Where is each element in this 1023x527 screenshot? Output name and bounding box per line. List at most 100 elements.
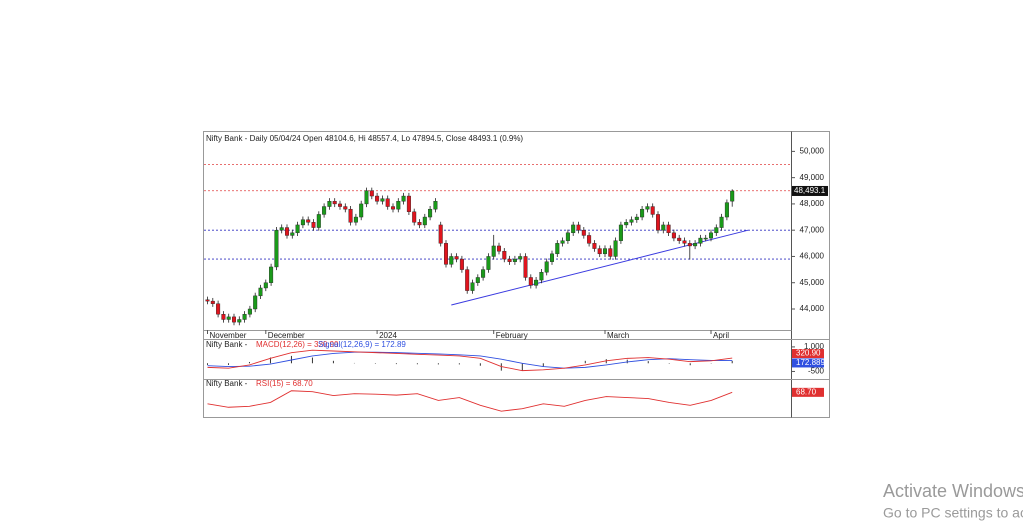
candle-body: [417, 222, 422, 226]
candle-body: [428, 208, 433, 218]
candle-body: [560, 240, 565, 244]
x-tick-label: March: [607, 331, 629, 340]
candle-body: [687, 243, 692, 247]
price-label-bg: [792, 185, 828, 196]
candle-body: [216, 303, 221, 315]
signal-value: 172.889: [796, 358, 825, 367]
legend-prefix: Nifty Bank -: [206, 340, 248, 349]
candle-body: [279, 227, 284, 231]
rsi-value: 68.70: [796, 387, 817, 396]
candle-body: [671, 232, 676, 239]
macd-line: [207, 349, 733, 372]
legend-rsi: RSI(15) = 68.70: [256, 379, 313, 388]
macd-value-bg: [792, 349, 824, 359]
legend-macd: MACD(12,26) = 320.90: [256, 340, 339, 349]
candle-body: [523, 256, 528, 278]
candle-body: [396, 201, 401, 210]
candle-body: [226, 316, 231, 320]
y-tick-label: 1,000: [804, 342, 825, 351]
candle-body: [359, 203, 364, 218]
candle-body: [306, 219, 311, 223]
candle-body: [709, 232, 714, 239]
candle-body: [412, 211, 417, 223]
candle-body: [629, 219, 634, 223]
rsi-line: [207, 390, 733, 412]
candle-body: [507, 258, 512, 262]
candle-body: [518, 256, 523, 260]
candle-body: [343, 206, 348, 210]
candle-body: [221, 314, 226, 320]
candle-body: [581, 229, 586, 236]
candle-body: [719, 216, 724, 228]
candle-body: [491, 245, 496, 257]
candle-body: [391, 206, 396, 210]
candle-body: [661, 224, 666, 231]
candle-body: [703, 237, 708, 240]
candle-body: [369, 190, 374, 197]
candle-body: [555, 243, 560, 255]
signal-value-bg: [792, 358, 824, 368]
candle-body: [353, 216, 358, 223]
candle-body: [274, 229, 279, 268]
candle-body: [539, 272, 544, 281]
candle-body: [714, 227, 719, 234]
candle-body: [634, 216, 639, 220]
x-tick-label: 2024: [379, 331, 397, 340]
candle-body: [205, 299, 210, 302]
candle-body: [470, 282, 475, 291]
candle-body: [666, 224, 671, 234]
candle-body: [512, 258, 517, 262]
candle-body: [327, 201, 332, 207]
x-tick-label: April: [713, 331, 729, 340]
candle-body: [385, 198, 390, 207]
candle-body: [650, 206, 655, 215]
candle-body: [295, 224, 300, 234]
chart-title: Nifty Bank - Daily 05/04/24 Open 48104.6…: [206, 134, 523, 143]
candle-body: [433, 201, 438, 210]
candle-body: [449, 256, 454, 265]
candle-body: [497, 245, 502, 252]
candle-body: [677, 237, 682, 241]
candle-body: [459, 258, 464, 270]
candle-body: [263, 282, 268, 289]
candle-body: [481, 269, 486, 278]
candle-body: [502, 250, 507, 260]
candle-body: [316, 214, 321, 228]
candle-body: [406, 195, 411, 212]
candle-body: [338, 203, 343, 207]
candle-body: [528, 277, 533, 286]
candle-body: [438, 224, 443, 244]
candle-body: [454, 256, 459, 260]
candle-body: [311, 222, 316, 228]
y-tick-label: 50,000: [800, 146, 825, 155]
candle-body: [444, 243, 449, 265]
candle-body: [597, 248, 602, 255]
candle-body: [550, 253, 555, 262]
candle-body: [698, 237, 703, 244]
candle-body: [348, 208, 353, 223]
y-tick-label: -500: [808, 367, 825, 376]
y-tick-label: 47,000: [800, 225, 825, 234]
candle-body: [332, 201, 337, 205]
signal-line: [207, 351, 733, 369]
y-tick-label: 49,000: [800, 173, 825, 182]
chart-frame: [203, 131, 830, 418]
candle-body: [682, 240, 687, 244]
candle-body: [640, 208, 645, 218]
candle-body: [380, 198, 385, 202]
candle-body: [534, 279, 539, 286]
candle-body: [322, 206, 327, 215]
candle-body: [576, 224, 581, 231]
candle-body: [592, 243, 597, 249]
price-label: 48,493.1: [794, 186, 826, 195]
watermark: Activate Windows: [883, 481, 1023, 501]
candle-body: [422, 216, 427, 226]
candle-body: [656, 214, 661, 231]
candle-body: [364, 190, 369, 205]
legend-prefix: Nifty Bank -: [206, 379, 248, 388]
candle-body: [210, 300, 215, 304]
candle-body: [618, 224, 623, 241]
x-tick-label: February: [496, 331, 528, 340]
x-tick-label: November: [210, 331, 247, 340]
candle-body: [624, 222, 629, 226]
